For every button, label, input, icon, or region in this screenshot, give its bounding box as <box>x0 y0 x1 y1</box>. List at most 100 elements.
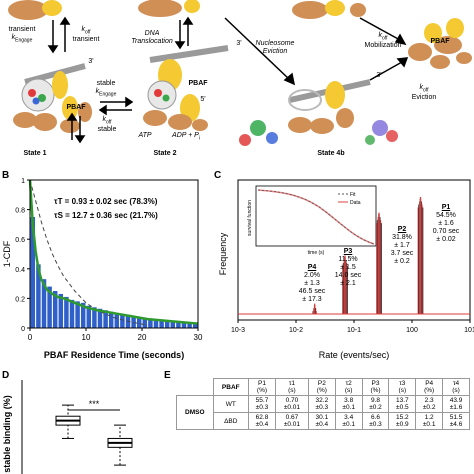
histogram-bar <box>170 321 176 328</box>
inset-legend-data: Data <box>350 200 361 206</box>
peak-p3-name: P3 <box>343 248 353 255</box>
histogram-bar <box>47 286 52 328</box>
table-cell: 3.8 ±0.1 <box>334 395 363 413</box>
histogram-bar <box>36 264 41 328</box>
peak-p1-label: P1 54.5% ± 1.6 0.70 sec ± 0.02 <box>428 204 464 244</box>
table-cell: 6.6 ±0.3 <box>361 412 390 430</box>
panel-e-letter: E <box>164 370 171 381</box>
table-cell: 15.2 ±0.9 <box>388 412 417 430</box>
histogram-bar <box>164 320 170 328</box>
x-tick-label: 10-3 <box>231 327 245 334</box>
x-tick-label: 101 <box>464 327 474 334</box>
table-header-cell: P1 (%) <box>248 378 276 396</box>
panel-a: transient kEngage koff transient stable kEn… <box>0 0 474 162</box>
table-row-name: ΔBD <box>212 412 250 430</box>
panel-d-significance: *** <box>89 399 100 409</box>
transient-engage-label: transient kEngage <box>8 26 36 44</box>
x-tick-label: 30 <box>194 333 203 342</box>
dna-translocation-label: DNA Translocation <box>131 30 173 45</box>
peak-p2-name: P2 <box>397 226 407 233</box>
histogram-bar <box>30 217 36 328</box>
histogram-bar <box>192 324 198 328</box>
three-prime-label-2: 3' <box>236 40 242 47</box>
y-tick-label: 0.6 <box>15 237 25 244</box>
table-header-cell: P2 (%) <box>307 378 336 396</box>
panel-b-double-exp-fit <box>28 179 199 325</box>
x-tick-label: 10 <box>82 333 91 342</box>
histogram-bar <box>103 310 108 328</box>
koff-transient-label: koff transient <box>72 26 100 44</box>
panel-d-boxes <box>55 404 133 466</box>
table-header-cell: P3 (%) <box>361 378 390 396</box>
table-cell: 62.8 ±0.4 <box>248 412 276 430</box>
panel-a-diagram <box>8 0 472 146</box>
panel-d-chart: stable binding (%) *** <box>2 380 133 474</box>
three-prime-label-1: 3' <box>88 58 94 65</box>
table-row-name: WT <box>212 395 250 413</box>
five-prime-label: 5' <box>200 96 206 103</box>
panel-e-table: PBAF P1 (%) τ1 (s) P2 (%) τ2 (s) P3 (%) … <box>176 378 470 430</box>
inset-xlabel: time (s) <box>308 250 325 256</box>
y-tick-label: 0.2 <box>15 296 25 303</box>
atp-label: ATP <box>138 132 152 139</box>
panel-b-letter: B <box>2 170 10 181</box>
peak-p1-text: 54.5% ± 1.6 0.70 sec ± 0.02 <box>432 212 460 243</box>
nucleosome-eviction-label: Nucleosome Eviction <box>255 40 295 55</box>
panel-c-ylabel: Frequency <box>218 232 228 275</box>
y-tick-label: 0.8 <box>15 208 25 215</box>
histogram-bar <box>176 322 181 328</box>
three-prime-label-3: 3' <box>376 72 382 79</box>
histogram-bar <box>142 317 148 328</box>
table-header-cell: τ1 (s) <box>274 378 309 396</box>
panel-c-peaks <box>311 197 424 315</box>
state-1-label: State 1 <box>23 150 47 157</box>
koff-eviction-label: koff Eviction <box>411 84 437 102</box>
histogram-bar <box>153 319 159 328</box>
peak-p3-text: 11.5% ± 1.5 14.0 sec ± 2.1 <box>334 256 362 287</box>
adp-label: ADP + Pi <box>172 132 200 142</box>
histogram-bar <box>52 291 58 328</box>
histogram-bar <box>69 299 75 328</box>
table-group-label: DMSO <box>176 395 214 430</box>
peak-p1-name: P1 <box>441 204 451 211</box>
state1-complex <box>13 63 92 133</box>
koff-mobilization-label: koff Mobilization <box>364 32 402 50</box>
histogram-bar <box>181 322 187 328</box>
peak-p2-text: 31.8% ± 1.7 3.7 sec ± 0.2 <box>390 234 414 265</box>
histogram-bar <box>187 323 192 328</box>
histogram-bar <box>92 307 97 328</box>
table-cell: 2.3 ±0.2 <box>415 395 444 413</box>
peak-p3-label: P3 11.5% ± 1.5 14.0 sec ± 2.1 <box>330 248 366 288</box>
state2-complex <box>143 45 229 131</box>
inset-legend-fit: Fit <box>350 192 356 198</box>
histogram-bar <box>159 319 164 328</box>
histogram-bar <box>120 313 125 328</box>
y-tick-label: 0 <box>21 326 25 333</box>
table-cell: 30.1 ±0.4 <box>307 412 336 430</box>
table-cell: 3.4 ±0.1 <box>334 412 363 430</box>
peak-p4-text: 2.0% ± 1.3 46.5 sec ± 17.3 <box>298 272 326 303</box>
histogram-bar <box>108 311 114 328</box>
x-tick-label: 10-2 <box>289 327 303 334</box>
peak-p4-name: P4 <box>307 264 317 271</box>
state1-top-complex <box>8 0 62 20</box>
histogram-bar <box>148 318 153 328</box>
panel-b-bars <box>30 217 198 328</box>
table-cell: 43.9 ±1.6 <box>442 395 470 413</box>
table-cell: 0.67 ±0.01 <box>274 412 309 430</box>
histogram-bar <box>86 305 92 328</box>
panel-c-chart: Fit Data survival function time (s) 10-3… <box>218 179 474 360</box>
panel-b-xlabel: PBAF Residence Time (seconds) <box>44 350 184 360</box>
panel-a-arrows <box>47 16 409 144</box>
table-cell: 1.2 ±0.1 <box>415 412 444 430</box>
panel-b-ylabel: 1-CDF <box>2 240 12 267</box>
koff-stable-label: koff stable <box>97 116 117 134</box>
histogram-bar <box>41 279 47 328</box>
peak-p4-label: P4 2.0% ± 1.3 46.5 sec ± 17.3 <box>294 264 330 304</box>
state-2-label: State 2 <box>153 150 177 157</box>
panel-c-xticks: 10-3 10-2 10-1 100 101 <box>231 320 474 334</box>
panel-c-letter: C <box>214 170 222 181</box>
x-tick-label: 100 <box>406 327 418 334</box>
x-tick-label: 10-1 <box>347 327 361 334</box>
state-4b-label: State 4b <box>317 150 345 157</box>
